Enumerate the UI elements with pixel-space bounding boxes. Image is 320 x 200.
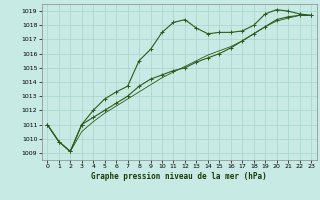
X-axis label: Graphe pression niveau de la mer (hPa): Graphe pression niveau de la mer (hPa) [91,172,267,181]
